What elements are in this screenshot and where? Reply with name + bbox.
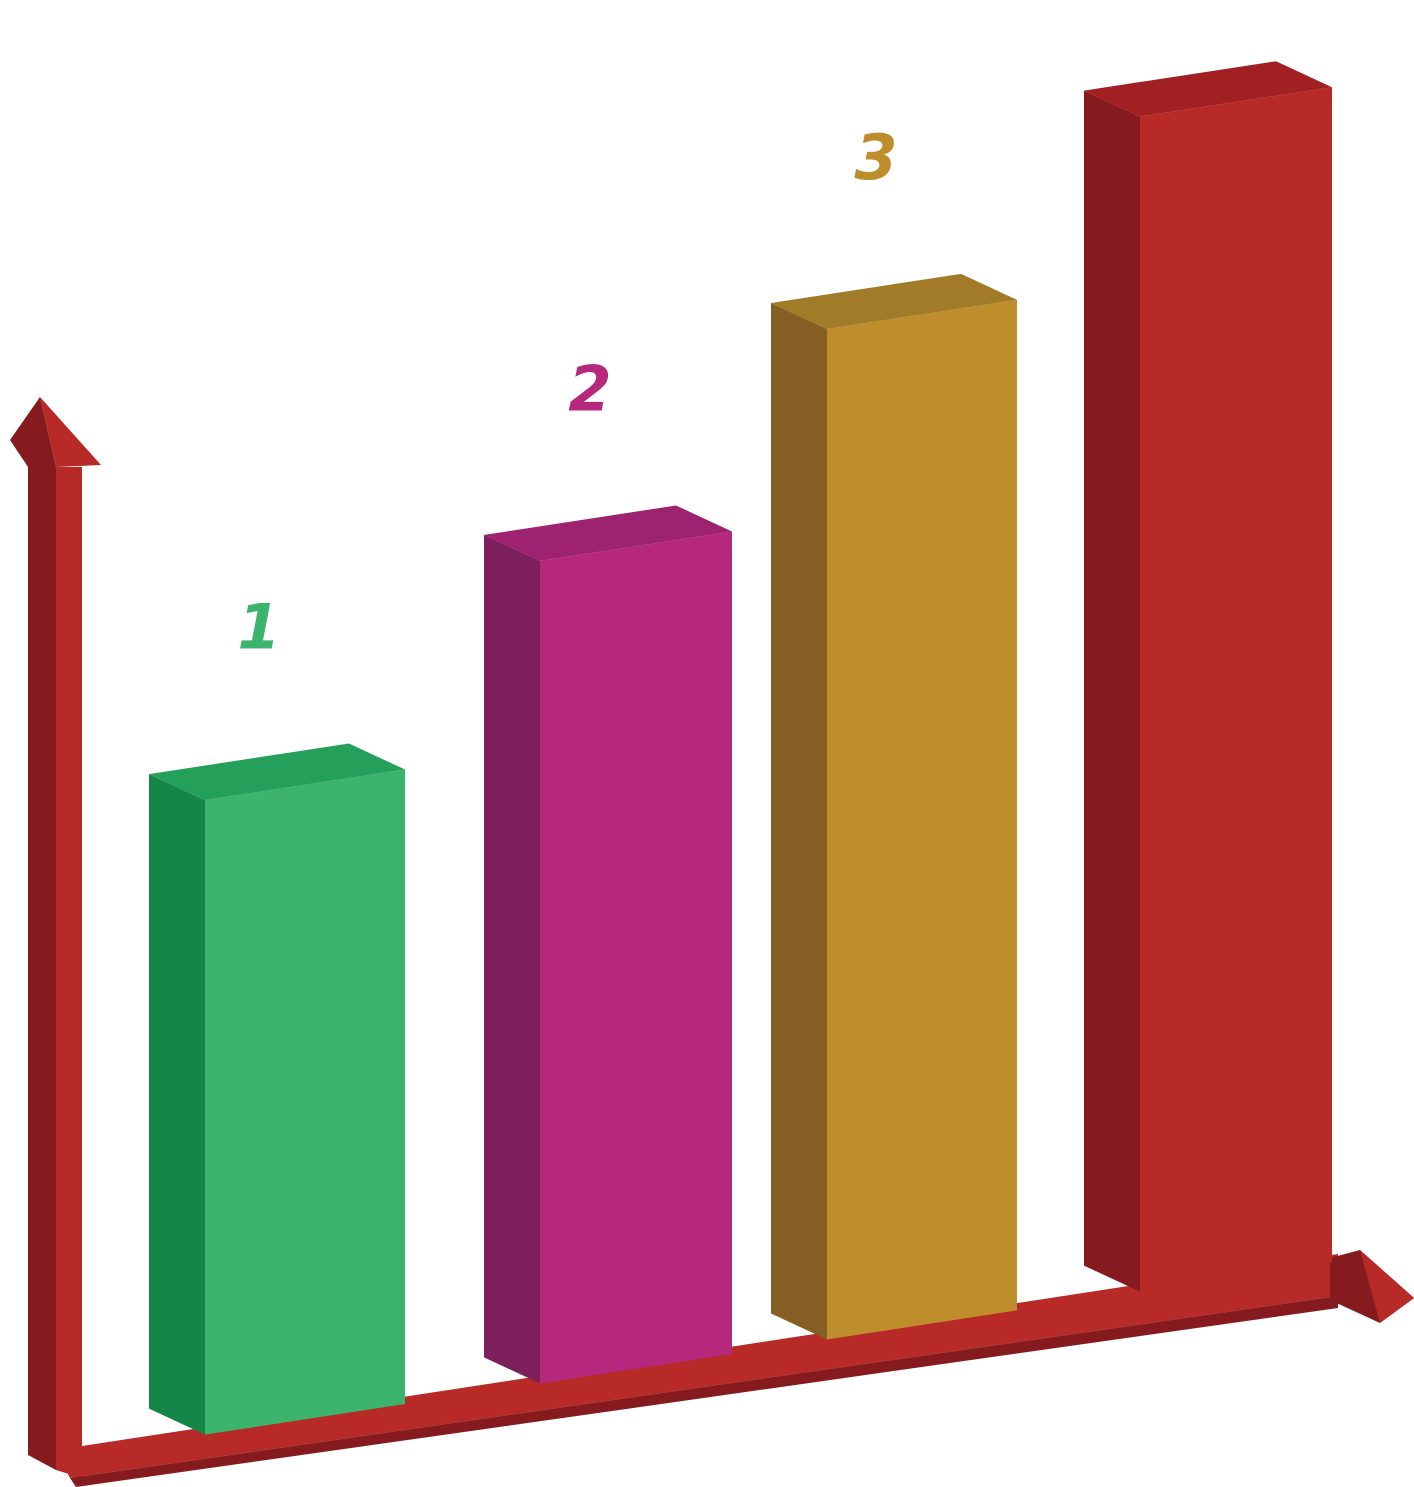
y-axis-arrowhead-side bbox=[10, 397, 56, 467]
bar-side-face bbox=[149, 774, 205, 1435]
bar-2 bbox=[484, 505, 732, 1384]
bar-label-1: 1 bbox=[237, 591, 280, 664]
y-axis-shaft-side bbox=[28, 467, 56, 1470]
bar-1 bbox=[149, 743, 405, 1435]
bar-front-face bbox=[1140, 87, 1332, 1292]
y-axis bbox=[10, 397, 101, 1478]
bar-front-face bbox=[205, 769, 405, 1435]
x-axis-arrowhead-front bbox=[1360, 1250, 1414, 1323]
bar-top-face bbox=[484, 505, 732, 561]
bar-4 bbox=[1084, 61, 1332, 1292]
bar-label-2: 2 bbox=[568, 353, 611, 426]
bar-top-face bbox=[149, 743, 405, 801]
bar-label-3: 3 bbox=[854, 121, 897, 194]
bar-top-face bbox=[1084, 61, 1332, 117]
bar-side-face bbox=[771, 303, 827, 1340]
bar-side-face bbox=[1084, 90, 1140, 1292]
y-axis-shaft-front bbox=[56, 467, 82, 1478]
x-axis-floor-edge bbox=[70, 1296, 1338, 1487]
bar-front-face bbox=[540, 531, 732, 1384]
bar-front-face bbox=[827, 299, 1017, 1340]
x-axis-floor-top bbox=[56, 1254, 1338, 1478]
bar-3 bbox=[771, 273, 1017, 1340]
x-axis bbox=[56, 1250, 1414, 1487]
bar-top-face bbox=[771, 273, 1017, 329]
bar-side-face bbox=[484, 534, 540, 1384]
y-axis-arrowhead-front bbox=[40, 397, 101, 467]
